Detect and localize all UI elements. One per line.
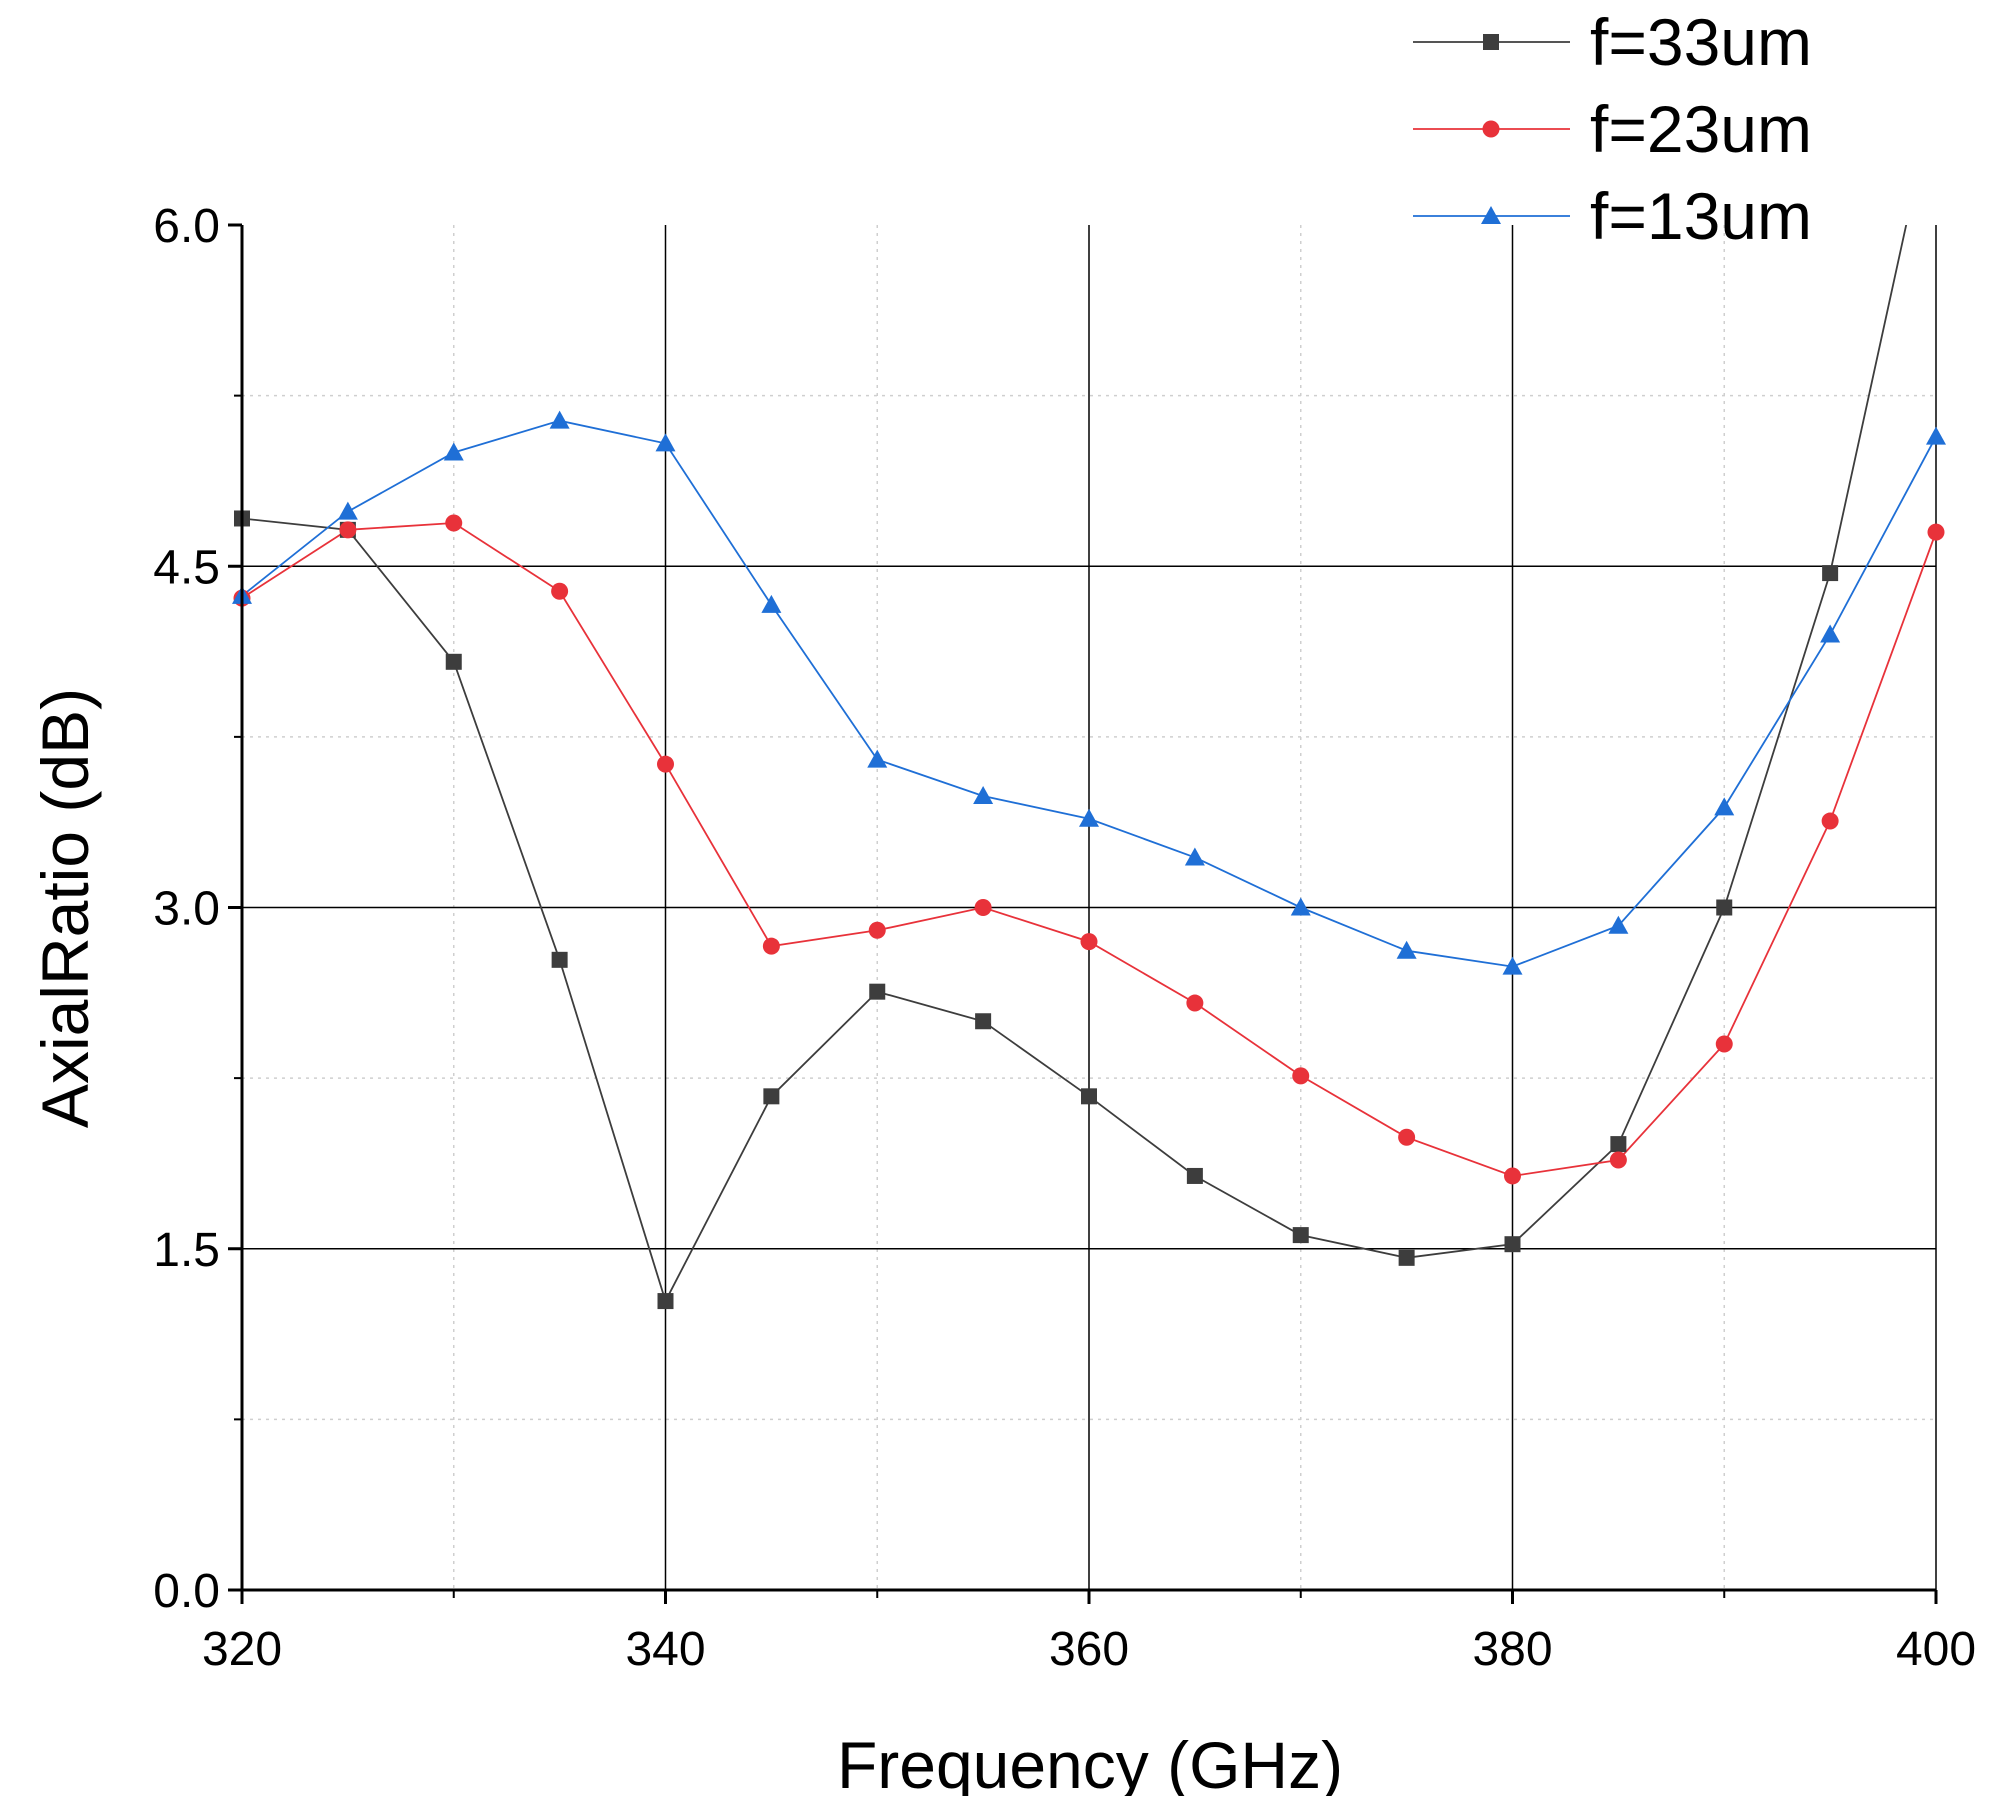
- data-point-series-2: [1608, 915, 1629, 934]
- data-point-series-2: [1714, 797, 1735, 816]
- data-point-series-2: [549, 410, 570, 429]
- data-point-series-1: [1609, 1151, 1627, 1169]
- y-tick-label: 6.0: [153, 200, 220, 253]
- data-point-series-0: [1081, 1088, 1097, 1105]
- legend-label-2: f=13um: [1590, 179, 1812, 253]
- data-point-series-2: [1290, 897, 1311, 916]
- data-point-series-1: [1292, 1067, 1310, 1085]
- data-point-series-0: [1716, 899, 1733, 916]
- data-point-series-0: [763, 1088, 780, 1105]
- data-point-series-1: [445, 514, 463, 532]
- data-point-series-2: [867, 749, 888, 768]
- data-point-series-2: [1820, 624, 1841, 643]
- data-point-series-1: [1504, 1167, 1521, 1185]
- data-point-series-1: [1398, 1128, 1416, 1146]
- x-tick-label: 400: [1896, 1623, 1976, 1676]
- data-point-series-1: [1186, 994, 1204, 1012]
- legend-label-1: f=23um: [1590, 92, 1812, 166]
- data-point-series-1: [551, 582, 569, 600]
- marker-layer: [232, 410, 1946, 1310]
- data-point-series-0: [1186, 1167, 1203, 1184]
- grid: [242, 225, 1937, 1590]
- data-point-series-1: [762, 937, 780, 955]
- data-point-series-0: [1504, 1236, 1521, 1253]
- legend-label-0: f=33um: [1590, 5, 1812, 79]
- legend: f=33um f=23um f=13um: [1413, 5, 1812, 253]
- data-point-series-1: [868, 921, 886, 939]
- axes: 0.0 1.5 3.0 4.5 6.0 320 340 360 380 400: [153, 200, 1976, 1676]
- data-point-series-2: [973, 786, 994, 805]
- data-point-series-1: [1715, 1035, 1733, 1053]
- x-tick-label: 320: [202, 1623, 282, 1676]
- data-point-series-2: [1079, 808, 1099, 827]
- data-point-series-2: [1184, 847, 1205, 866]
- data-point-series-0: [1292, 1227, 1309, 1244]
- y-tick-label: 3.0: [153, 883, 220, 936]
- data-point-series-0: [445, 653, 462, 670]
- y-axis-title: AxialRatio (dB): [28, 688, 102, 1128]
- data-point-series-2: [655, 433, 676, 452]
- data-point-series-1: [974, 899, 992, 916]
- x-tick-label: 340: [625, 1623, 705, 1676]
- x-tick-label: 380: [1472, 1623, 1552, 1676]
- data-point-series-0: [1398, 1249, 1415, 1266]
- data-point-series-2: [761, 594, 782, 613]
- legend-marker-0: [1483, 34, 1499, 50]
- data-point-series-0: [975, 1013, 992, 1030]
- x-axis-title: Frequency (GHz): [837, 1728, 1343, 1796]
- data-point-series-0: [869, 983, 886, 1000]
- y-tick-label: 4.5: [153, 541, 220, 594]
- data-point-series-2: [337, 501, 358, 520]
- data-point-series-1: [339, 521, 357, 539]
- data-point-series-1: [1927, 523, 1945, 541]
- data-point-series-1: [657, 755, 674, 773]
- y-tick-label: 1.5: [153, 1224, 220, 1277]
- legend-marker-2: [1481, 206, 1501, 224]
- data-point-series-2: [443, 442, 464, 461]
- data-point-series-0: [551, 951, 568, 968]
- data-point-series-2: [1926, 426, 1946, 445]
- data-point-series-2: [1396, 940, 1417, 959]
- legend-marker-1: [1482, 120, 1500, 138]
- data-point-series-0: [657, 1293, 674, 1310]
- data-point-series-2: [1502, 956, 1523, 975]
- data-point-series-0: [1822, 565, 1839, 582]
- y-tick-label: 0.0: [153, 1565, 220, 1618]
- data-point-series-0: [1610, 1136, 1627, 1153]
- data-point-series-1: [1080, 933, 1098, 951]
- data-point-series-1: [1821, 812, 1839, 830]
- x-tick-label: 360: [1049, 1623, 1129, 1676]
